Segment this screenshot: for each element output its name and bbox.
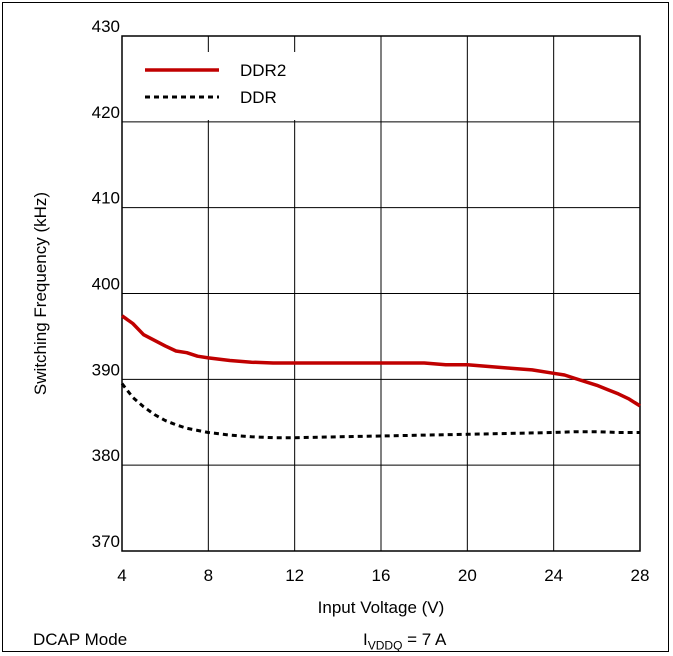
y-tick-labels: 370 380 390 400 410 420 430 [92, 17, 120, 551]
mode-text: DCAP Mode [33, 630, 128, 649]
legend: DDR2 DDR [145, 61, 286, 107]
legend-label-ddr2: DDR2 [240, 61, 286, 80]
current-symbol: I [363, 630, 368, 649]
y-tick-label: 380 [92, 446, 120, 465]
plot-area [121, 35, 641, 552]
x-tick-labels: 4 8 12 16 20 24 28 [117, 566, 649, 585]
legend-label-ddr: DDR [240, 88, 277, 107]
x-tick-label: 20 [458, 566, 477, 585]
series-layer [120, 314, 641, 440]
grid [121, 35, 641, 552]
y-tick-label: 370 [92, 532, 120, 551]
series-line-ddr2 [120, 314, 641, 408]
y-tick-label: 420 [92, 103, 120, 122]
y-tick-label: 410 [92, 189, 120, 208]
x-tick-label: 24 [544, 566, 563, 585]
x-tick-label: 4 [117, 566, 126, 585]
x-tick-label: 8 [204, 566, 213, 585]
y-tick-label: 430 [92, 17, 120, 36]
x-tick-label: 12 [285, 566, 304, 585]
current-subscript: VDDQ [367, 638, 403, 653]
x-tick-label: 28 [631, 566, 650, 585]
y-axis-label: Switching Frequency (kHz) [31, 192, 50, 395]
y-tick-label: 390 [92, 360, 120, 379]
x-tick-label: 16 [372, 566, 391, 585]
current-value: = 7 A [402, 630, 447, 649]
mode-note: DCAP Mode [33, 630, 127, 650]
x-axis-label: Input Voltage (V) [318, 598, 445, 617]
y-tick-label: 400 [92, 275, 120, 294]
current-note: IVDDQ = 7 A [363, 630, 446, 652]
legend-box [131, 52, 311, 120]
